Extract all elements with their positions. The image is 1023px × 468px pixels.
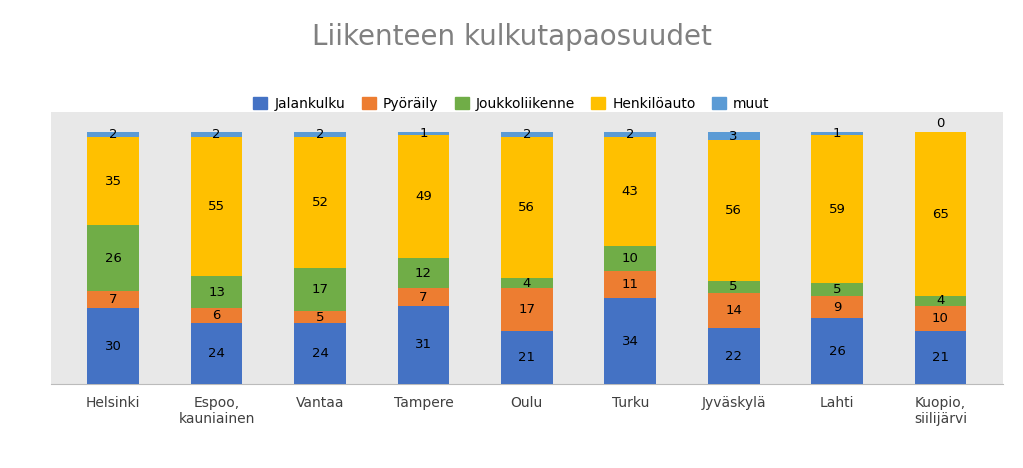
Bar: [190, 308, 242, 323]
Text: 49: 49: [415, 190, 432, 203]
Bar: [708, 132, 759, 140]
Bar: [190, 276, 242, 308]
Bar: [501, 288, 552, 331]
Text: 4: 4: [523, 277, 531, 290]
Bar: [87, 291, 139, 308]
Text: 0: 0: [936, 117, 944, 130]
Text: 12: 12: [415, 267, 432, 280]
Bar: [708, 329, 759, 384]
Text: 7: 7: [419, 291, 428, 304]
Bar: [398, 135, 449, 258]
Text: 55: 55: [208, 200, 225, 213]
Text: 24: 24: [208, 347, 225, 360]
Text: 3: 3: [729, 130, 738, 143]
Bar: [190, 138, 242, 276]
Bar: [190, 132, 242, 138]
Bar: [708, 140, 759, 281]
Text: 7: 7: [108, 293, 118, 306]
Text: 17: 17: [519, 303, 535, 316]
Text: 5: 5: [316, 311, 324, 324]
Text: 65: 65: [932, 208, 949, 220]
Text: 2: 2: [626, 128, 634, 141]
Bar: [915, 306, 967, 331]
Text: 52: 52: [312, 196, 328, 209]
Bar: [501, 331, 552, 384]
Bar: [501, 138, 552, 278]
Bar: [398, 306, 449, 384]
Text: 2: 2: [108, 128, 118, 141]
Text: 2: 2: [213, 128, 221, 141]
Text: 9: 9: [833, 300, 841, 314]
Bar: [87, 132, 139, 138]
Text: Liikenteen kulkutapaosuudet: Liikenteen kulkutapaosuudet: [312, 23, 711, 51]
Bar: [295, 132, 346, 138]
Text: 56: 56: [519, 201, 535, 214]
Bar: [811, 132, 863, 135]
Bar: [605, 246, 656, 271]
Text: 26: 26: [829, 344, 846, 358]
Text: 14: 14: [725, 304, 742, 317]
Text: 24: 24: [312, 347, 328, 360]
Text: 1: 1: [833, 127, 841, 140]
Bar: [915, 331, 967, 384]
Text: 17: 17: [312, 283, 328, 296]
Bar: [398, 132, 449, 135]
Text: 2: 2: [523, 128, 531, 141]
Bar: [811, 283, 863, 296]
Bar: [501, 132, 552, 138]
Text: 26: 26: [104, 252, 122, 264]
Text: 13: 13: [208, 285, 225, 299]
Bar: [501, 278, 552, 288]
Bar: [190, 323, 242, 384]
Bar: [295, 138, 346, 268]
Text: 43: 43: [622, 185, 638, 198]
Text: 31: 31: [415, 338, 432, 351]
Bar: [87, 226, 139, 291]
Bar: [87, 138, 139, 226]
Text: 4: 4: [936, 294, 944, 307]
Legend: Jalankulku, Pyöräily, Joukkoliikenne, Henkilöauto, muut: Jalankulku, Pyöräily, Joukkoliikenne, He…: [248, 91, 775, 116]
Bar: [605, 298, 656, 384]
Text: 10: 10: [932, 312, 949, 325]
Bar: [398, 258, 449, 288]
Text: 22: 22: [725, 350, 742, 363]
Bar: [605, 138, 656, 246]
Bar: [87, 308, 139, 384]
Text: 34: 34: [622, 335, 638, 348]
Text: 10: 10: [622, 252, 638, 264]
Text: 2: 2: [316, 128, 324, 141]
Text: 56: 56: [725, 204, 742, 217]
Bar: [295, 268, 346, 311]
Bar: [811, 296, 863, 318]
Bar: [708, 293, 759, 329]
Bar: [605, 271, 656, 298]
Text: 59: 59: [829, 203, 846, 216]
Bar: [915, 296, 967, 306]
Bar: [398, 288, 449, 306]
Text: 5: 5: [729, 280, 738, 293]
Text: 21: 21: [932, 351, 949, 364]
Bar: [811, 135, 863, 283]
Bar: [295, 323, 346, 384]
Text: 1: 1: [419, 127, 428, 140]
Text: 5: 5: [833, 283, 841, 296]
Bar: [811, 318, 863, 384]
Bar: [708, 281, 759, 293]
Text: 30: 30: [104, 340, 122, 352]
Bar: [915, 132, 967, 296]
Bar: [605, 132, 656, 138]
Text: 11: 11: [622, 278, 638, 291]
Text: 35: 35: [104, 175, 122, 188]
Text: 6: 6: [213, 309, 221, 322]
Text: 21: 21: [519, 351, 535, 364]
Bar: [295, 311, 346, 323]
